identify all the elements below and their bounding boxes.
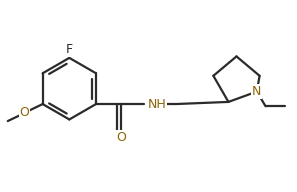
Text: O: O	[116, 131, 126, 144]
Text: F: F	[66, 43, 73, 56]
Text: O: O	[20, 106, 29, 119]
Text: N: N	[252, 85, 261, 98]
Text: NH: NH	[147, 98, 166, 111]
